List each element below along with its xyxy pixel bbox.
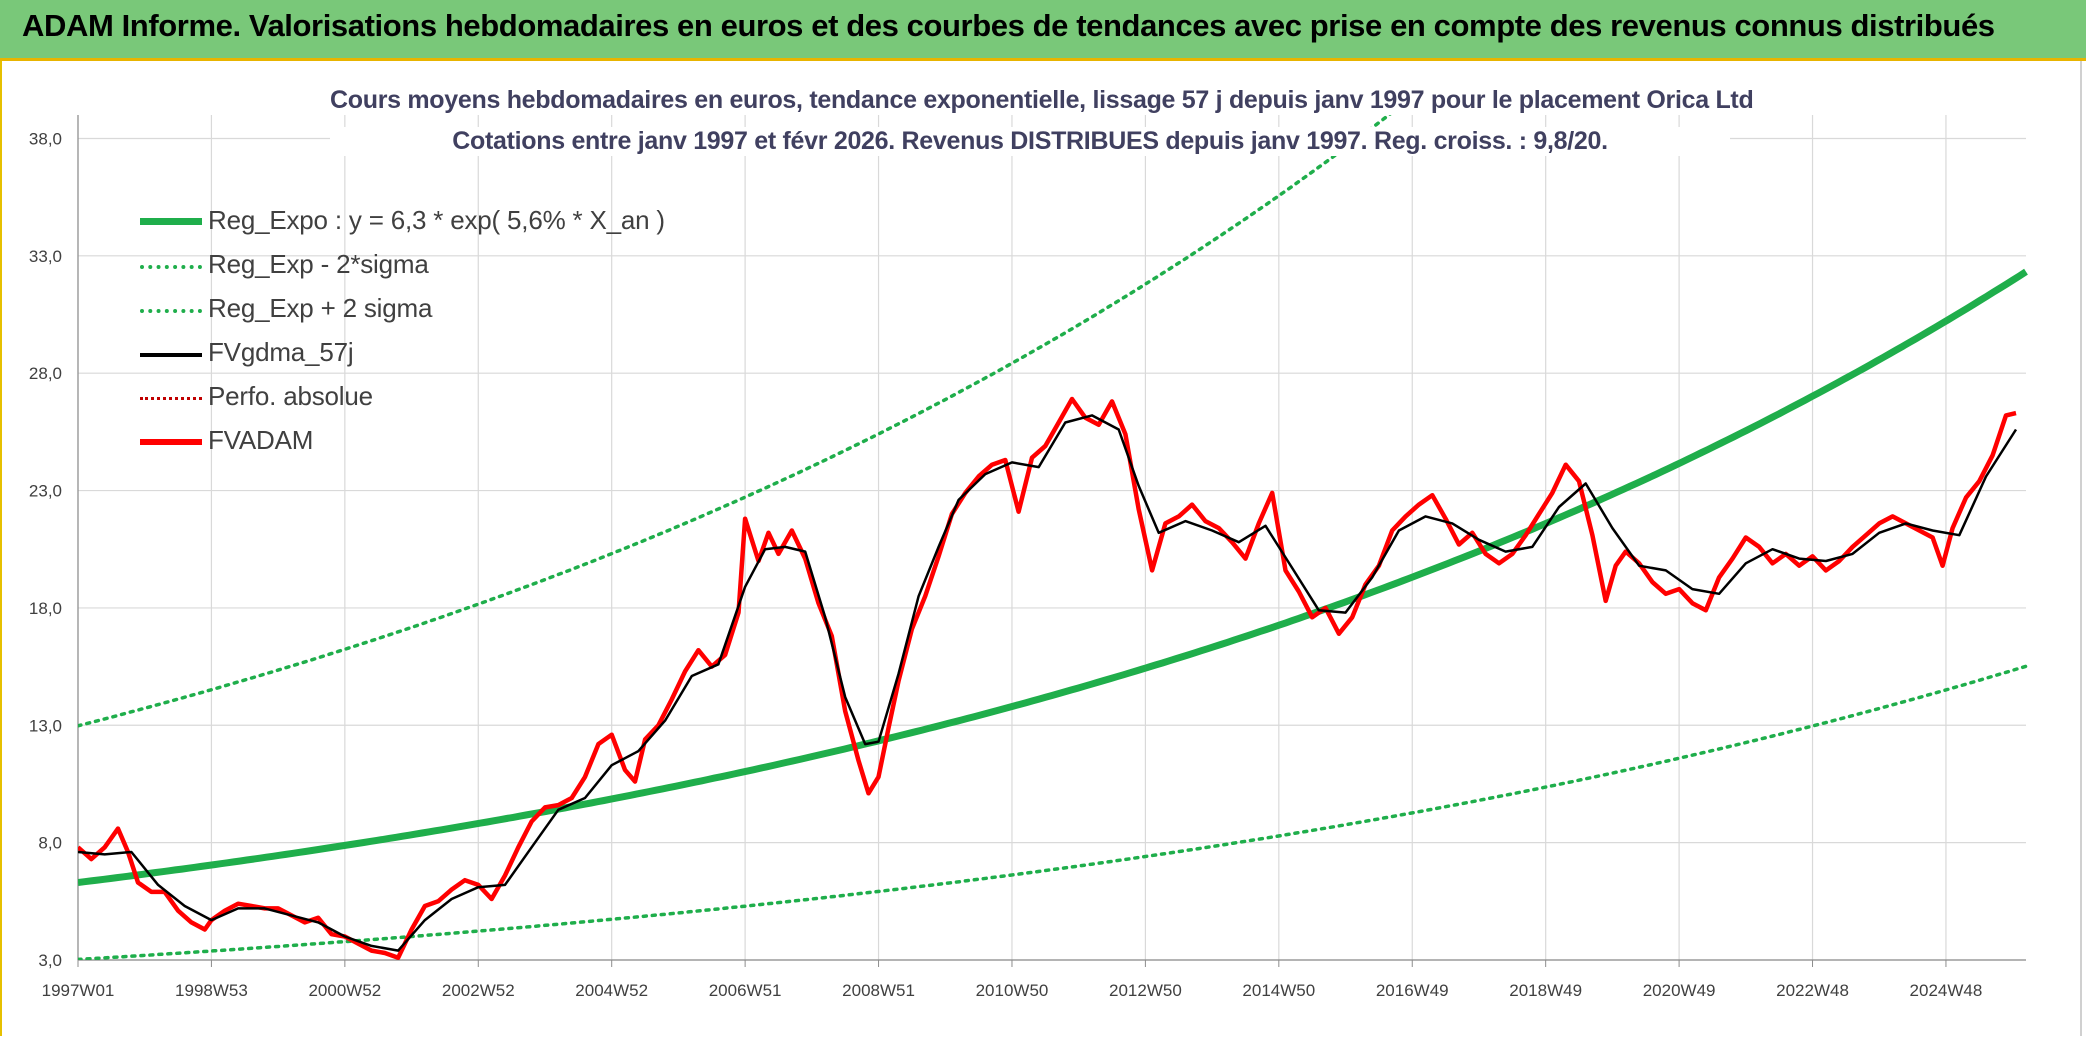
series-reg-minus-2sigma	[78, 664, 2028, 960]
x-tick-label: 2014W50	[1242, 981, 1315, 1000]
x-tick-label: 2016W49	[1376, 981, 1449, 1000]
chart-frame	[0, 61, 2082, 1036]
page-title: ADAM Informe. Valorisations hebdomadaire…	[22, 8, 1995, 43]
legend-swatch-reg-expo	[140, 218, 202, 225]
chart-title-line-2: Cotations entre janv 1997 et févr 2026. …	[330, 127, 1730, 156]
legend-label-reg-minus: Reg_Exp - 2*sigma	[208, 249, 429, 279]
x-tick-label: 2002W52	[442, 981, 515, 1000]
x-tick-label: 2012W50	[1109, 981, 1182, 1000]
header-banner: ADAM Informe. Valorisations hebdomadaire…	[0, 0, 2086, 61]
chart-grid	[77, 115, 2026, 961]
legend-swatch-perfo	[140, 397, 202, 400]
y-tick-label: 28,0	[29, 364, 62, 383]
legend-swatch-fvgdma	[140, 353, 202, 357]
y-tick-label: 3,0	[38, 951, 62, 970]
legend-swatch-reg-plus	[140, 309, 202, 313]
x-tick-label: 2008W51	[842, 981, 915, 1000]
x-tick-label: 2022W48	[1776, 981, 1849, 1000]
series-fvadam	[78, 396, 2017, 960]
series-fvgdma-57j	[78, 414, 2018, 952]
x-tick-label: 2020W49	[1643, 981, 1716, 1000]
y-tick-label: 18,0	[29, 599, 62, 618]
legend-swatch-reg-minus	[140, 265, 202, 269]
y-tick-label: 8,0	[38, 834, 62, 853]
y-tick-label: 38,0	[29, 129, 62, 148]
x-tick-label: 1997W01	[42, 981, 115, 1000]
x-tick-label: 2000W52	[308, 981, 381, 1000]
x-tick-label: 2004W52	[575, 981, 648, 1000]
chart-title-line-1: Cours moyens hebdomadaires en euros, ten…	[330, 86, 1754, 115]
legend-label-fvadam: FVADAM	[208, 425, 314, 455]
chart-series	[78, 111, 2028, 960]
legend-label-fvgdma: FVgdma_57j	[208, 337, 354, 367]
legend-label-perfo: Perfo. absolue	[208, 381, 373, 411]
chart-axes	[77, 115, 2026, 967]
x-tick-label: 2006W51	[709, 981, 782, 1000]
x-tick-label: 2024W48	[1910, 981, 1983, 1000]
y-tick-label: 33,0	[29, 247, 62, 266]
legend-label-reg-expo: Reg_Expo : y = 6,3 * exp( 5,6% * X_an )	[208, 205, 665, 235]
legend-label-reg-plus: Reg_Exp + 2 sigma	[208, 293, 433, 323]
y-tick-label: 13,0	[29, 716, 62, 735]
series-reg-expo	[78, 268, 2028, 886]
x-tick-label: 2010W50	[976, 981, 1049, 1000]
x-tick-label: 1998W53	[175, 981, 248, 1000]
legend-swatch-fvadam	[140, 439, 202, 445]
x-tick-label: 2018W49	[1509, 981, 1582, 1000]
y-tick-label: 23,0	[29, 482, 62, 501]
chart-tick-labels: 3,0 8,0 13,0 18,0 23,0 28,0 33,0 38,0 1997W01 199…	[29, 129, 1982, 1000]
